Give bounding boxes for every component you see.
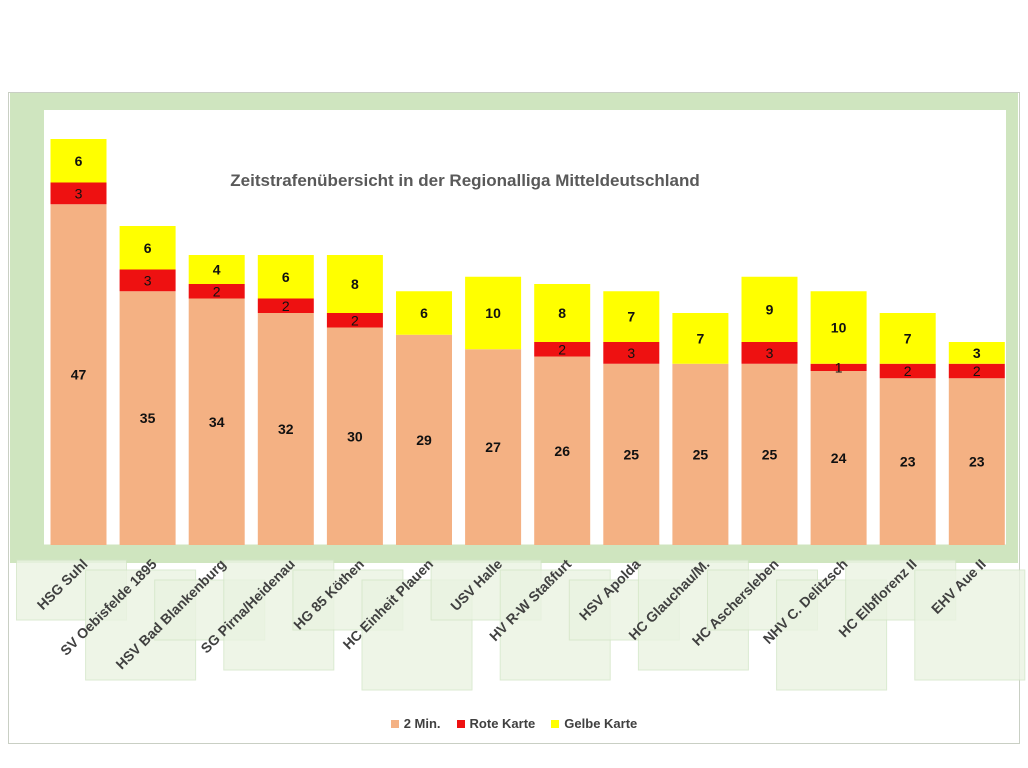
data-label: 7 — [697, 330, 705, 346]
bar-segment — [810, 363, 867, 371]
data-label: 8 — [351, 276, 359, 292]
data-label: 6 — [75, 153, 83, 169]
legend-item: Gelbe Karte — [551, 716, 637, 731]
data-label: 25 — [693, 446, 709, 462]
data-label: 3 — [144, 272, 152, 288]
bar-segment — [534, 356, 591, 545]
data-label: 27 — [485, 439, 501, 455]
bar-segment — [741, 276, 798, 342]
bar-segment — [741, 363, 798, 545]
bar-segment — [810, 291, 867, 364]
data-label: 26 — [554, 443, 570, 459]
data-label: 6 — [144, 240, 152, 256]
bar-segment — [948, 378, 1005, 545]
bar-segment — [603, 342, 660, 364]
bar-segment — [948, 363, 1005, 379]
data-label: 23 — [900, 454, 916, 470]
data-label: 3 — [75, 185, 83, 201]
bar-segment — [948, 342, 1005, 364]
data-label: 4 — [213, 262, 221, 278]
data-label: 2 — [213, 283, 221, 299]
legend-swatch — [390, 719, 399, 728]
bar-segment — [396, 291, 452, 335]
bar-segment — [396, 334, 452, 545]
data-label: 1 — [835, 359, 843, 375]
bar-segment — [119, 291, 176, 545]
chart-legend: 2 Min. Rote Karte Gelbe Karte — [0, 716, 1028, 731]
bar-segment — [534, 342, 591, 357]
data-label: 3 — [766, 345, 774, 361]
bar-segment — [672, 363, 729, 545]
data-label: 25 — [762, 446, 778, 462]
legend-label: Rote Karte — [469, 716, 536, 731]
bar-segment — [741, 342, 798, 364]
bar-segment — [188, 284, 245, 299]
bar-segment — [465, 276, 522, 350]
bar-segment — [810, 371, 867, 545]
data-label: 6 — [420, 305, 428, 321]
data-label: 2 — [558, 341, 566, 357]
data-label: 3 — [973, 345, 981, 361]
bar-segment — [326, 313, 383, 328]
bar-segment — [326, 255, 383, 313]
data-label: 47 — [71, 367, 87, 383]
bar-segment — [188, 255, 245, 284]
data-label: 10 — [831, 320, 847, 336]
legend-item: 2 Min. — [390, 716, 441, 731]
bar-segment — [257, 255, 314, 299]
chart-title: Zeitstrafenübersicht in der Regionalliga… — [230, 171, 699, 190]
bar-segment — [188, 298, 245, 545]
bar-segment — [672, 313, 729, 364]
data-label: 30 — [347, 428, 363, 444]
bar-segment — [257, 298, 314, 313]
bar-segment — [257, 313, 314, 545]
legend-label: Gelbe Karte — [564, 716, 638, 731]
bar-segment — [50, 139, 107, 183]
data-label: 2 — [351, 312, 359, 328]
data-label: 29 — [416, 432, 432, 448]
data-label: 2 — [973, 363, 981, 379]
data-label: 2 — [282, 298, 290, 314]
legend-swatch — [456, 719, 465, 728]
data-label: 7 — [904, 330, 912, 346]
legend-swatch — [551, 719, 560, 728]
bar-segment — [119, 226, 176, 270]
legend-label: 2 Min. — [403, 716, 441, 731]
data-label: 7 — [627, 309, 635, 325]
data-label: 24 — [831, 450, 847, 466]
data-label: 6 — [282, 269, 290, 285]
tick-label-background — [914, 569, 1026, 681]
legend-item: Rote Karte — [456, 716, 536, 731]
bar-segment — [603, 363, 660, 545]
data-label: 25 — [624, 446, 640, 462]
data-label: 10 — [485, 305, 501, 321]
data-label: 9 — [766, 301, 774, 317]
data-label: 2 — [904, 363, 912, 379]
data-label: 35 — [140, 410, 156, 426]
bar-segment — [326, 327, 383, 545]
data-label: 34 — [209, 414, 225, 430]
bar-segment — [534, 284, 591, 342]
bar-segment — [603, 291, 660, 342]
data-label: 32 — [278, 421, 294, 437]
data-label: 3 — [627, 345, 635, 361]
bar-segment — [50, 204, 107, 545]
data-label: 8 — [558, 305, 566, 321]
bar-segment — [119, 269, 176, 292]
bar-segment — [879, 378, 936, 545]
bar-segment — [50, 182, 107, 205]
bar-segment — [879, 313, 936, 364]
data-label: 23 — [969, 454, 985, 470]
bar-segment — [879, 363, 936, 379]
bar-segment — [465, 349, 522, 545]
